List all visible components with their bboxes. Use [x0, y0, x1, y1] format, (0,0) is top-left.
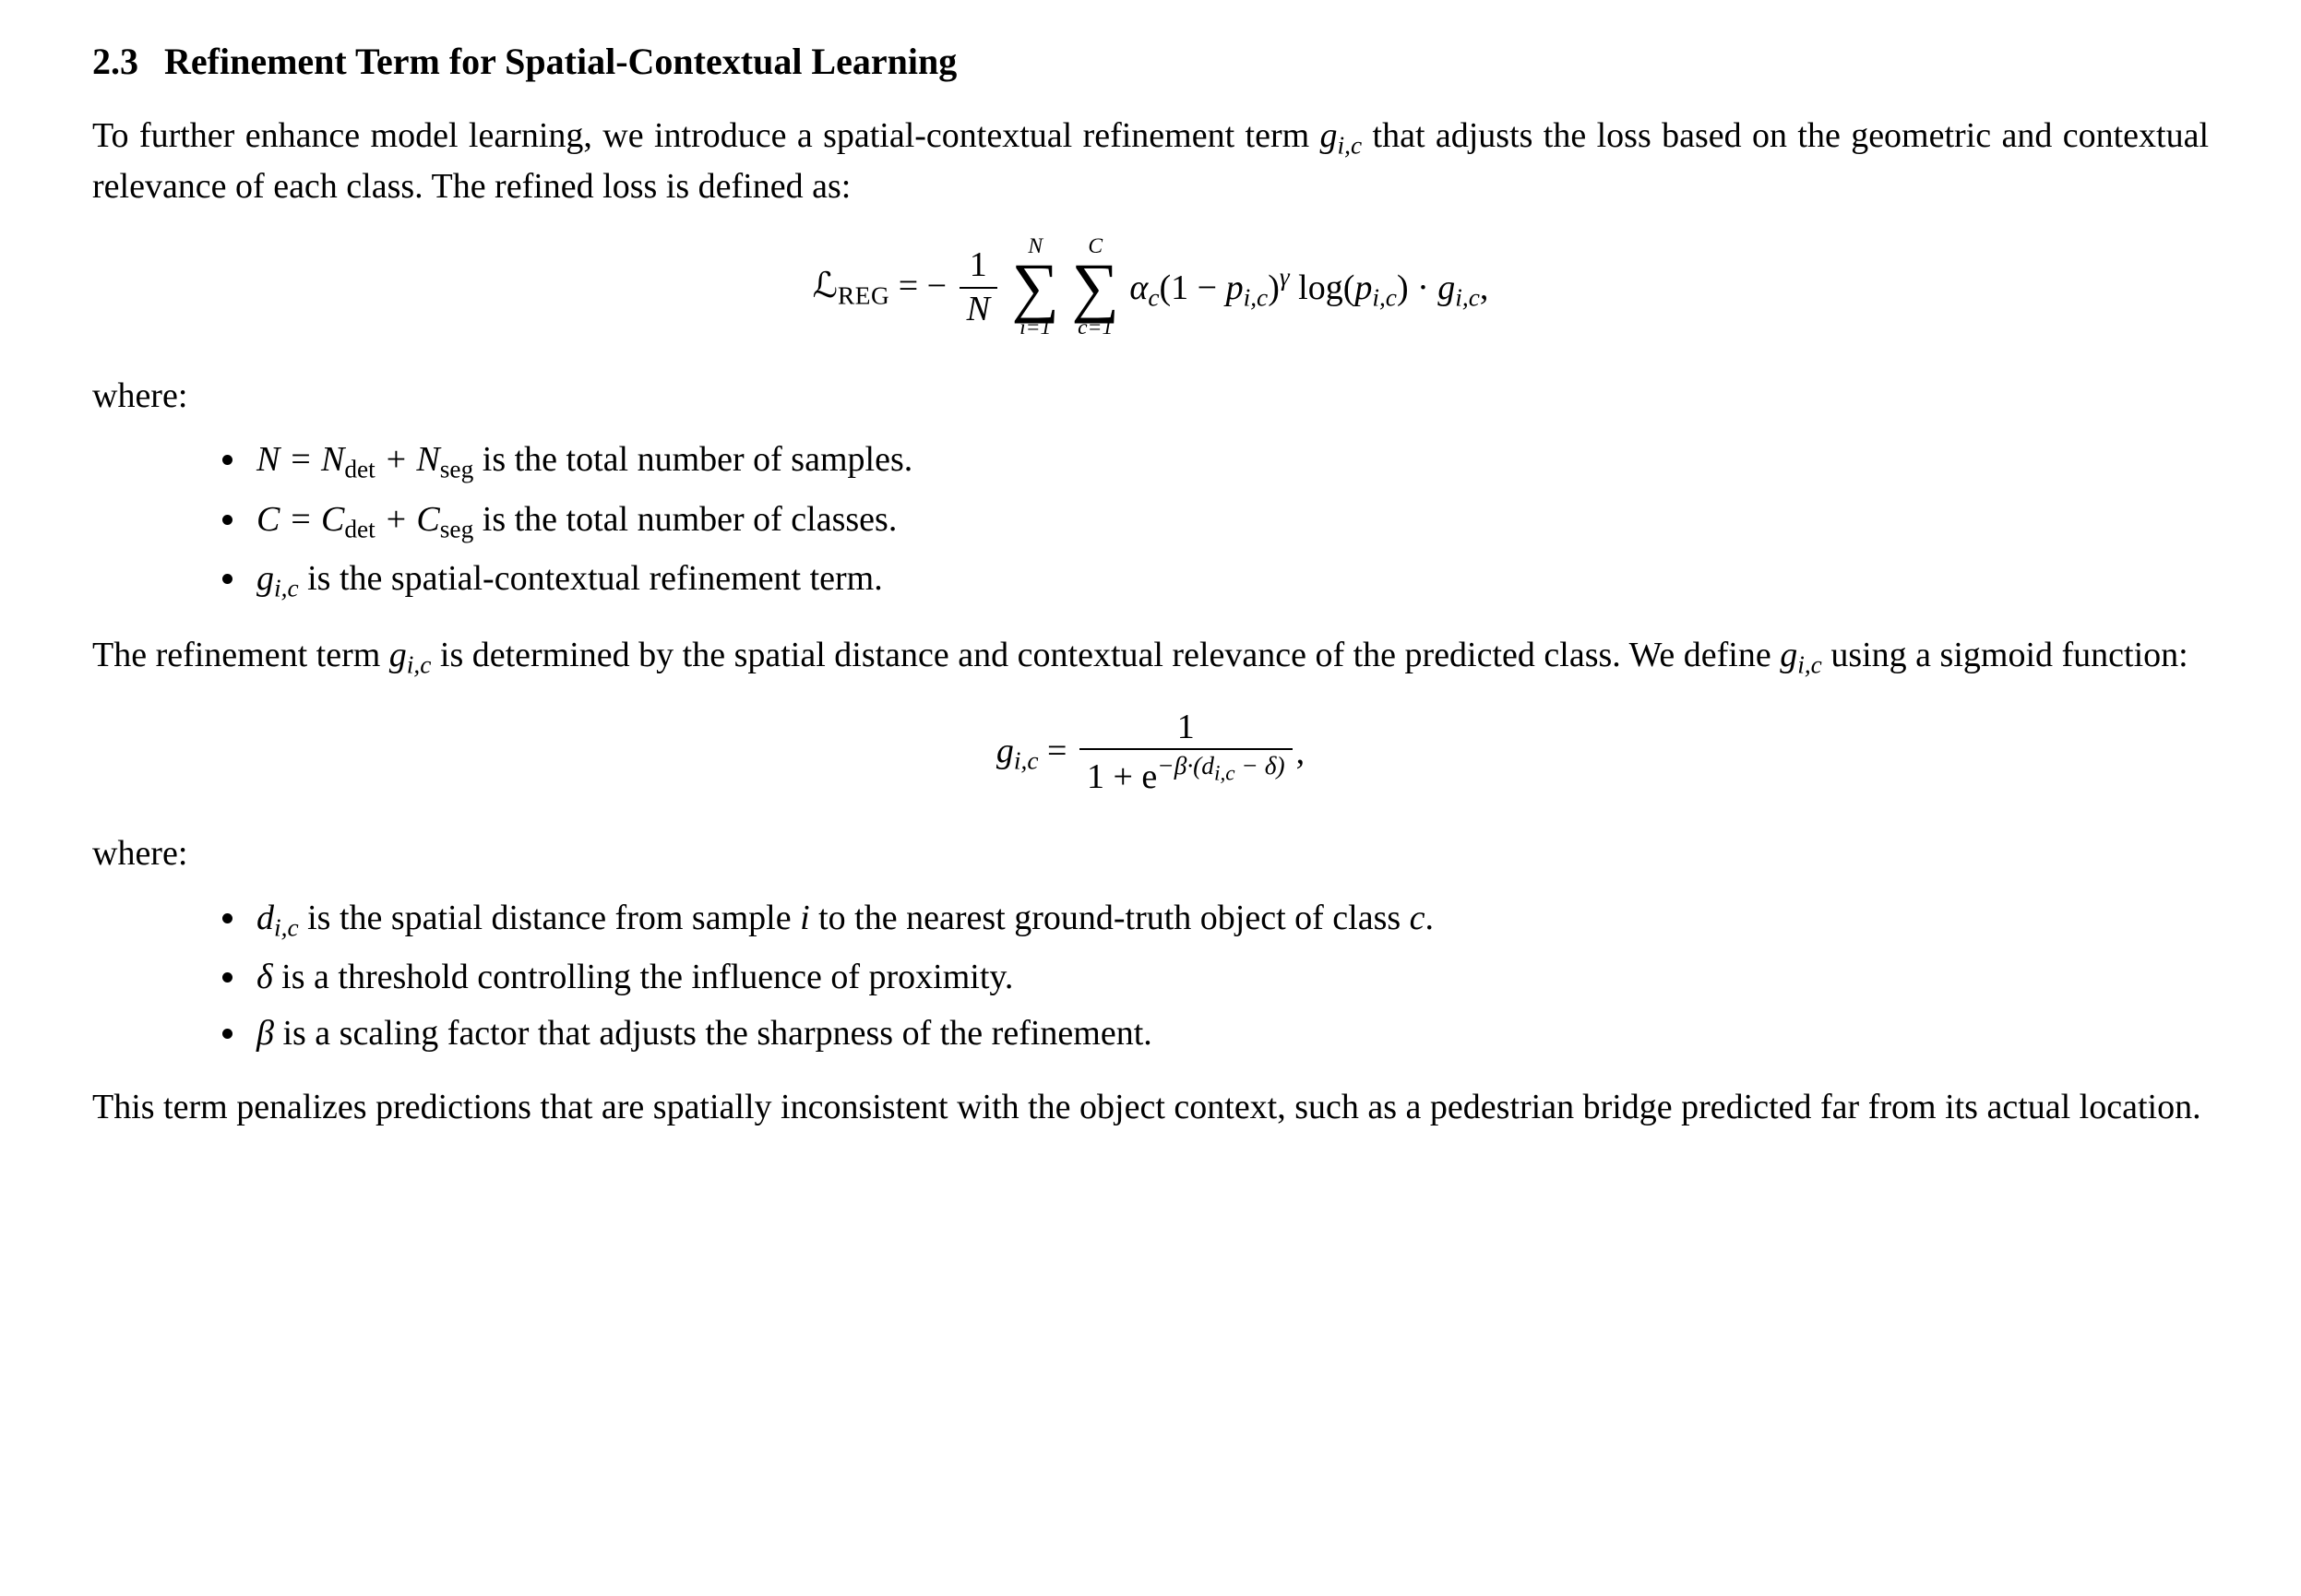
section-number: 2.3 — [92, 37, 138, 87]
math-g: g — [389, 636, 407, 674]
math-g: g — [256, 559, 274, 598]
math-sub: i,c — [1455, 284, 1480, 312]
math-sub: i,c — [1244, 284, 1269, 312]
math-sigma-icon: ∑ — [1011, 257, 1058, 317]
text: is determined by the spatial distance an… — [431, 636, 1780, 674]
math-g: g — [996, 732, 1014, 770]
definition-list-1: N = Ndet + Nseg is the total number of s… — [92, 436, 2209, 606]
list-item: δ is a threshold controlling the influen… — [249, 954, 2209, 1001]
math-exp: −β·(di,c − δ) — [1157, 752, 1284, 780]
math-eq: = — [899, 267, 927, 305]
text: is the total number of classes. — [473, 500, 897, 539]
section-title: Refinement Term for Spatial-Contextual L… — [164, 41, 957, 82]
refinement-paragraph: The refinement term gi,c is determined b… — [92, 632, 2209, 683]
math-sub: seg — [440, 516, 473, 543]
math-tail: , — [1480, 268, 1489, 307]
math-sub: i,c — [274, 913, 299, 941]
text: C = C — [256, 500, 344, 539]
closing-paragraph: This term penalizes predictions that are… — [92, 1084, 2209, 1131]
equation-sigmoid: gi,c = 1 1 + e−β·(di,c − δ) , — [92, 709, 2209, 798]
text: is a threshold controlling the influence… — [273, 958, 1014, 996]
list-item: β is a scaling factor that adjusts the s… — [249, 1010, 2209, 1057]
math-sum-i: N ∑ i=1 — [1011, 236, 1058, 339]
math-sub: i,c — [407, 651, 432, 679]
math-text: ) — [1268, 268, 1280, 307]
list-item: N = Ndet + Nseg is the total number of s… — [249, 436, 2209, 487]
where-label-1: where: — [92, 373, 2209, 420]
math-beta: β — [256, 1014, 274, 1053]
math-sub: i,c — [274, 575, 299, 602]
math-text: (1 − — [1160, 268, 1226, 307]
math-sub: i,c — [1372, 284, 1397, 312]
math-frac-sigmoid: 1 1 + e−β·(di,c − δ) — [1079, 709, 1293, 798]
text: + C — [376, 500, 440, 539]
math-alpha: α — [1129, 268, 1148, 307]
math-den: 1 + e−β·(di,c − δ) — [1079, 750, 1293, 797]
math-p: p — [1354, 268, 1372, 307]
text: using a sigmoid function: — [1822, 636, 2188, 674]
text: is the spatial-contextual refinement ter… — [299, 559, 883, 598]
math-minus: − — [927, 267, 947, 305]
math-limit-bot: c=1 — [1071, 317, 1118, 339]
math-sub: c — [1148, 284, 1159, 312]
math-g: g — [1437, 268, 1455, 307]
section-heading: 2.3 Refinement Term for Spatial-Contextua… — [92, 37, 2209, 87]
list-item: gi,c is the spatial-contextual refinemen… — [249, 555, 2209, 606]
math-sub: det — [344, 456, 375, 483]
math-sigma-icon: ∑ — [1071, 257, 1118, 317]
text: to the nearest ground-truth object of cl… — [810, 899, 1410, 937]
math-frac-1N: 1 N — [960, 246, 997, 329]
math-g: g — [1780, 636, 1797, 674]
math-cal-L: ℒ — [813, 267, 838, 305]
text: The refinement term — [92, 636, 389, 674]
equation-reg-loss: ℒREG = − 1 N N ∑ i=1 C ∑ c=1 αc(1 − pi,c… — [92, 236, 2209, 339]
math-eq: = — [1039, 732, 1076, 770]
math-delta: δ — [256, 958, 273, 996]
text: + N — [376, 440, 440, 479]
math-sub: i,c — [1014, 746, 1039, 774]
math-sub: det — [344, 516, 375, 543]
math-sub-reg: REG — [838, 281, 889, 309]
math-den: N — [960, 289, 997, 329]
math-var-g: g — [1320, 116, 1338, 155]
math-text: ) · — [1397, 268, 1437, 307]
math-sum-c: C ∑ c=1 — [1071, 236, 1118, 339]
text: . — [1425, 899, 1435, 937]
math-num: 1 — [1079, 709, 1293, 751]
page: 2.3 Refinement Term for Spatial-Contextua… — [0, 0, 2301, 1227]
definition-list-2: di,c is the spatial distance from sample… — [92, 895, 2209, 1058]
text: N = N — [256, 440, 344, 479]
math-tail: , — [1296, 732, 1305, 771]
math-num: 1 — [960, 246, 997, 289]
math-sub: seg — [440, 456, 473, 483]
text: is the total number of samples. — [473, 440, 912, 479]
math-sup-gamma: γ — [1280, 263, 1290, 291]
math-i: i — [800, 899, 810, 937]
math-log: log( — [1290, 268, 1355, 307]
text: 1 + e — [1087, 757, 1157, 796]
intro-paragraph: To further enhance model learning, we in… — [92, 113, 2209, 210]
math-p: p — [1226, 268, 1244, 307]
math-c: c — [1410, 899, 1425, 937]
list-item: C = Cdet + Cseg is the total number of c… — [249, 496, 2209, 547]
list-item: di,c is the spatial distance from sample… — [249, 895, 2209, 946]
math-d: d — [256, 899, 274, 937]
text: is the spatial distance from sample — [299, 899, 800, 937]
math-sub: i,c — [1338, 132, 1363, 160]
math-sub: i,c — [1797, 651, 1822, 679]
where-label-2: where: — [92, 830, 2209, 877]
text: is a scaling factor that adjusts the sha… — [274, 1014, 1152, 1053]
text: To further enhance model learning, we in… — [92, 116, 1320, 155]
